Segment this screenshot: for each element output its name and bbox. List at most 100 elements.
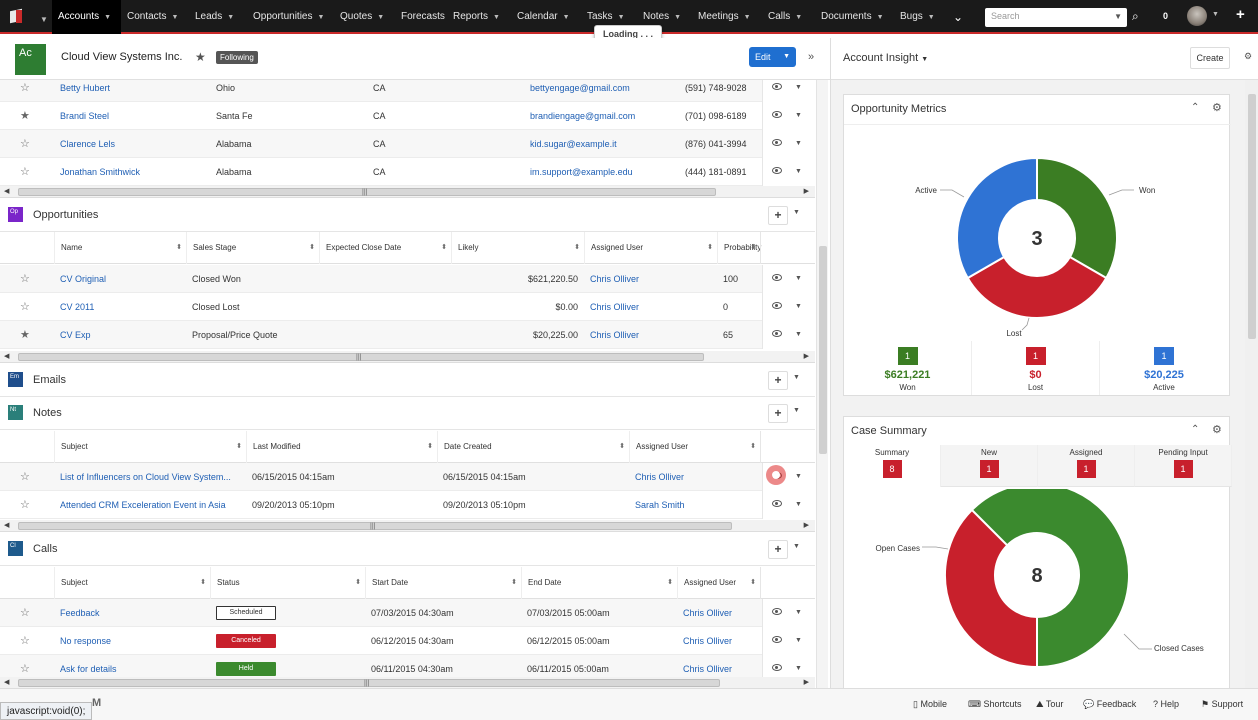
column-header[interactable]: Assigned User ⬍ xyxy=(677,567,760,599)
opportunities-horizontal-scrollbar[interactable]: ◀ ||| ▶ xyxy=(0,351,815,363)
chevron-down-icon[interactable]: ▼ xyxy=(795,14,803,21)
footer-help-link[interactable]: ? Help xyxy=(1153,699,1180,709)
sort-icon[interactable]: ⬍ xyxy=(619,443,625,450)
sort-icon[interactable]: ⬍ xyxy=(441,244,447,251)
preview-eye-icon[interactable] xyxy=(772,330,782,337)
sort-icon[interactable]: ⬍ xyxy=(707,244,713,251)
search-icon[interactable]: ⌕ xyxy=(1132,9,1139,23)
column-header[interactable]: Name ⬍ xyxy=(54,232,186,264)
opportunity-name-link[interactable]: CV 2011 xyxy=(60,302,95,312)
column-header[interactable]: Subject ⬍ xyxy=(54,567,210,599)
nav-calendar[interactable]: Calendar ▼ xyxy=(517,0,570,34)
nav-bugs[interactable]: Bugs ▼ xyxy=(900,0,935,34)
chevron-down-icon[interactable]: ▼ xyxy=(493,14,500,21)
column-header[interactable]: Last Modified ⬍ xyxy=(246,431,437,463)
sort-icon[interactable]: ⬍ xyxy=(750,443,756,450)
assigned-user-link[interactable]: Chris Olliver xyxy=(635,472,685,482)
footer-tour-link[interactable]: ⛰ Tour xyxy=(1036,699,1064,709)
sort-icon[interactable]: ⬍ xyxy=(176,244,182,251)
column-header[interactable]: Sales Stage ⬍ xyxy=(186,232,319,264)
sort-icon[interactable]: ⬍ xyxy=(574,244,580,251)
contacts-horizontal-scrollbar[interactable]: ◀ ||| ▶ xyxy=(0,186,815,198)
avatar[interactable] xyxy=(1187,6,1207,26)
favorite-star-icon[interactable]: ★ xyxy=(195,50,206,64)
favorite-star-icon[interactable]: ☆ xyxy=(20,471,30,483)
chevron-down-icon[interactable]: ▼ xyxy=(795,275,802,282)
collapse-sidebar-icon[interactable]: » xyxy=(808,51,815,63)
footer-mobile-link[interactable]: ▯ Mobile xyxy=(913,699,947,709)
gear-icon[interactable]: ⚙ xyxy=(1212,424,1222,436)
sort-icon[interactable]: ⬍ xyxy=(667,579,673,586)
edit-button[interactable]: Edit ▼ xyxy=(749,47,796,67)
opportunity-name-link[interactable]: CV Original xyxy=(60,274,107,284)
footer-feedback-link[interactable]: 💬 Feedback xyxy=(1083,699,1137,709)
more-settings-icon[interactable]: ⚙ xyxy=(1244,51,1253,61)
sort-icon[interactable]: ⬍ xyxy=(309,244,315,251)
footer-support-link[interactable]: ⚑ Support xyxy=(1201,699,1244,709)
notes-horizontal-scrollbar[interactable]: ◀ ||| ▶ xyxy=(0,520,815,532)
column-header[interactable]: Assigned User ⬍ xyxy=(584,232,717,264)
chevron-down-icon[interactable]: ▼ xyxy=(795,140,802,147)
chevron-down-icon[interactable]: ▼ xyxy=(377,14,385,21)
account-insight-dropdown[interactable]: Account Insight ▼ xyxy=(843,52,929,64)
gear-icon[interactable]: ⚙ xyxy=(1212,102,1222,114)
footer-shortcuts-link[interactable]: ⌨ Shortcuts xyxy=(968,699,1022,709)
nav-meetings[interactable]: Meetings ▼ xyxy=(698,0,751,34)
create-button[interactable]: Create xyxy=(1190,47,1230,69)
contact-name-link[interactable]: Jonathan Smithwick xyxy=(60,167,141,177)
contact-name-link[interactable]: Brandi Steel xyxy=(60,111,110,121)
chevron-down-icon[interactable]: ▼ xyxy=(743,14,751,21)
contact-email-link[interactable]: brandiengage@gmail.com xyxy=(530,111,636,121)
column-header[interactable]: Expected Close Date ⬍ xyxy=(319,232,451,264)
chevron-down-icon[interactable]: ▼ xyxy=(317,14,325,21)
chevron-down-icon[interactable]: ▼ xyxy=(795,331,802,338)
sort-icon[interactable]: ⬍ xyxy=(750,244,756,251)
favorite-star-icon[interactable]: ☆ xyxy=(20,499,30,511)
assigned-user-link[interactable]: Chris Olliver xyxy=(683,664,733,674)
add-email-button[interactable]: + xyxy=(768,371,788,390)
note-subject-link[interactable]: List of Influencers on Cloud View System… xyxy=(60,472,231,482)
nav-notes[interactable]: Notes ▼ xyxy=(643,0,681,34)
assigned-user-link[interactable]: Chris Olliver xyxy=(590,302,640,312)
column-header[interactable]: Status ⬍ xyxy=(210,567,365,599)
sort-icon[interactable]: ⬍ xyxy=(200,579,206,586)
nav-contacts[interactable]: Contacts ▼ xyxy=(127,0,178,34)
add-note-button[interactable]: + xyxy=(768,404,788,423)
column-header[interactable]: Date Created ⬍ xyxy=(437,431,629,463)
favorite-star-icon[interactable]: ☆ xyxy=(20,301,30,313)
sort-icon[interactable]: ⬍ xyxy=(427,443,433,450)
favorite-star-icon[interactable]: ★ xyxy=(20,329,30,341)
add-call-button[interactable]: + xyxy=(768,540,788,559)
preview-eye-icon[interactable] xyxy=(772,500,782,507)
chevron-down-icon[interactable]: ▼ xyxy=(104,14,112,21)
preview-eye-icon[interactable] xyxy=(772,636,782,643)
main-vertical-scrollbar[interactable] xyxy=(816,80,828,688)
chevron-down-icon[interactable]: ▼ xyxy=(793,209,800,216)
favorite-star-icon[interactable]: ☆ xyxy=(20,82,30,94)
tab-summary[interactable]: Summary 8 xyxy=(844,445,941,487)
preview-eye-icon[interactable] xyxy=(772,274,782,281)
preview-eye-icon[interactable] xyxy=(772,608,782,615)
metric-active[interactable]: 1 $20,225 Active xyxy=(1100,341,1228,395)
metric-won[interactable]: 1 $621,221 Won xyxy=(844,341,972,395)
preview-eye-icon[interactable] xyxy=(772,83,782,90)
nav-calls[interactable]: Calls ▼ xyxy=(768,0,802,34)
notification-count[interactable]: 0 xyxy=(1163,11,1169,21)
assigned-user-link[interactable]: Chris Olliver xyxy=(590,330,640,340)
chevron-down-icon[interactable]: ▼ xyxy=(674,14,682,21)
chevron-down-icon[interactable]: ▼ xyxy=(793,374,800,381)
emails-subpanel-header[interactable]: Em Emails + ▼ xyxy=(0,365,815,397)
more-modules-chevron-icon[interactable]: ⌄ xyxy=(953,10,964,24)
sugarcrm-logo[interactable]: ▼ xyxy=(6,8,48,26)
call-subject-link[interactable]: No response xyxy=(60,636,112,646)
nav-forecasts[interactable]: Forecasts xyxy=(401,0,445,34)
call-subject-link[interactable]: Feedback xyxy=(60,608,100,618)
preview-eye-icon[interactable] xyxy=(772,664,782,671)
favorite-star-icon[interactable]: ★ xyxy=(20,110,30,122)
chevron-down-icon[interactable]: ▼ xyxy=(927,14,935,21)
preview-eye-icon[interactable] xyxy=(772,302,782,309)
call-subject-link[interactable]: Ask for details xyxy=(60,664,117,674)
search-input[interactable]: Search ▼ xyxy=(985,8,1127,27)
favorite-star-icon[interactable]: ☆ xyxy=(20,138,30,150)
tab-pending-input[interactable]: Pending Input 1 xyxy=(1135,445,1232,487)
